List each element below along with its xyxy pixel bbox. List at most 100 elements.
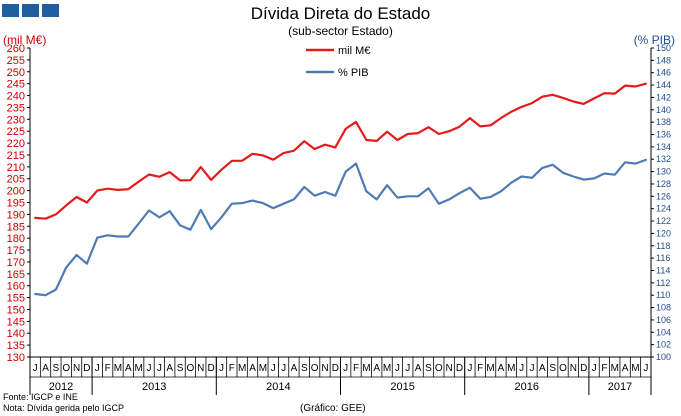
right-tick-label: 106 (656, 315, 671, 325)
right-tick-label: 108 (656, 303, 671, 313)
right-tick-label: 112 (656, 278, 670, 288)
x-month-label: J (405, 363, 410, 374)
x-month-label: J (271, 363, 276, 374)
x-month-label: M (114, 363, 122, 374)
left-tick-label: 190 (7, 209, 25, 221)
x-month-label: F (229, 363, 235, 374)
note-text: Nota: Dívida gerida pelo IGCP (3, 403, 125, 413)
x-month-label: J (157, 363, 162, 374)
right-tick-label: 124 (656, 204, 671, 214)
right-tick-label: 104 (656, 327, 671, 337)
x-month-label: F (477, 363, 483, 374)
x-year-label: 2015 (390, 381, 414, 393)
series-lines (34, 82, 647, 297)
left-tick-label: 195 (7, 198, 25, 210)
x-month-label: F (601, 363, 607, 374)
axes (29, 48, 652, 358)
x-month-label: O (311, 363, 319, 374)
x-month-label: D (332, 363, 339, 374)
x-month-label: M (507, 363, 515, 374)
x-year-label: 2013 (142, 381, 166, 393)
legend-label-mil-meur: mil M€ (338, 45, 370, 57)
x-month-label: M (135, 363, 143, 374)
x-month-label: A (291, 363, 298, 374)
x-month-label: J (395, 363, 400, 374)
x-month-label: F (353, 363, 359, 374)
x-month-label: N (570, 363, 577, 374)
right-axis-unit: (% PIB) (633, 33, 675, 47)
x-month-label: A (373, 363, 380, 374)
x-month-label: O (435, 363, 443, 374)
x-month-label: J (467, 363, 472, 374)
left-tick-label: 215 (7, 150, 25, 162)
x-month-label: J (33, 363, 38, 374)
left-tick-label: 155 (7, 293, 25, 305)
x-year-label: 2012 (49, 381, 73, 393)
x-year-label: 2014 (266, 381, 290, 393)
left-tick-label: 130 (7, 352, 25, 364)
left-axis-unit: (mil M€) (3, 33, 47, 47)
right-tick-label: 146 (656, 68, 671, 78)
credit-text: (Gráfico: GEE) (300, 403, 366, 414)
right-tick-label: 150 (656, 43, 671, 53)
x-month-label: N (73, 363, 80, 374)
x-month-label: A (166, 363, 173, 374)
right-tick-label: 140 (656, 105, 671, 115)
x-month-label: A (125, 363, 132, 374)
x-month-label: J (529, 363, 534, 374)
legend-label-pct-pib: % PIB (338, 67, 369, 79)
series-line-pct-pib (34, 158, 647, 297)
x-month-label: J (343, 363, 348, 374)
x-month-label: O (62, 363, 70, 374)
x-month-label: J (281, 363, 286, 374)
left-tick-label: 145 (7, 316, 25, 328)
right-tick-label: 110 (656, 290, 670, 300)
left-tick-label: 185 (7, 221, 25, 233)
x-month-label: A (415, 363, 422, 374)
x-year-label: 2016 (515, 381, 539, 393)
x-month-label: D (456, 363, 463, 374)
right-tick-label: 128 (656, 179, 671, 189)
left-tick-label: 230 (7, 114, 25, 126)
x-month-label: A (539, 363, 546, 374)
left-tick-label: 225 (7, 126, 25, 138)
x-month-label: M (383, 363, 391, 374)
right-tick-label: 102 (656, 340, 671, 350)
x-month-label: S (177, 363, 184, 374)
x-month-label: F (105, 363, 111, 374)
left-tick-label: 205 (7, 174, 25, 186)
left-tick-label: 150 (7, 304, 25, 316)
x-month-label: S (425, 363, 432, 374)
x-month-label: J (643, 363, 648, 374)
right-tick-label: 144 (656, 80, 671, 90)
right-tick-label: 130 (656, 167, 671, 177)
x-month-label: N (197, 363, 204, 374)
x-month-label: N (321, 363, 328, 374)
right-tick-label: 122 (656, 216, 671, 226)
right-axis-ticks: 100 102 104 106 108 110 112 114 116 118 120 122 124 1… (651, 43, 671, 362)
x-month-label: M (362, 363, 370, 374)
x-year-label: 2017 (608, 381, 632, 393)
right-tick-label: 100 (656, 352, 671, 362)
x-month-label: A (42, 363, 49, 374)
x-month-label: J (592, 363, 597, 374)
left-tick-label: 255 (7, 55, 25, 67)
x-month-label: M (631, 363, 639, 374)
x-month-label: M (611, 363, 619, 374)
left-tick-label: 170 (7, 257, 25, 269)
left-tick-label: 135 (7, 340, 25, 352)
chart-title: Dívida Direta do Estado (250, 4, 431, 23)
left-tick-label: 180 (7, 233, 25, 245)
x-month-label: D (208, 363, 215, 374)
legend: mil M€ % PIB (306, 45, 370, 79)
x-month-label: O (187, 363, 195, 374)
x-month-label: J (95, 363, 100, 374)
left-tick-label: 175 (7, 245, 25, 257)
x-month-label: A (249, 363, 256, 374)
left-tick-label: 140 (7, 328, 25, 340)
x-month-label: A (498, 363, 505, 374)
right-tick-label: 136 (656, 130, 671, 140)
left-tick-label: 245 (7, 79, 25, 91)
series-line-mil-meur (34, 82, 647, 220)
